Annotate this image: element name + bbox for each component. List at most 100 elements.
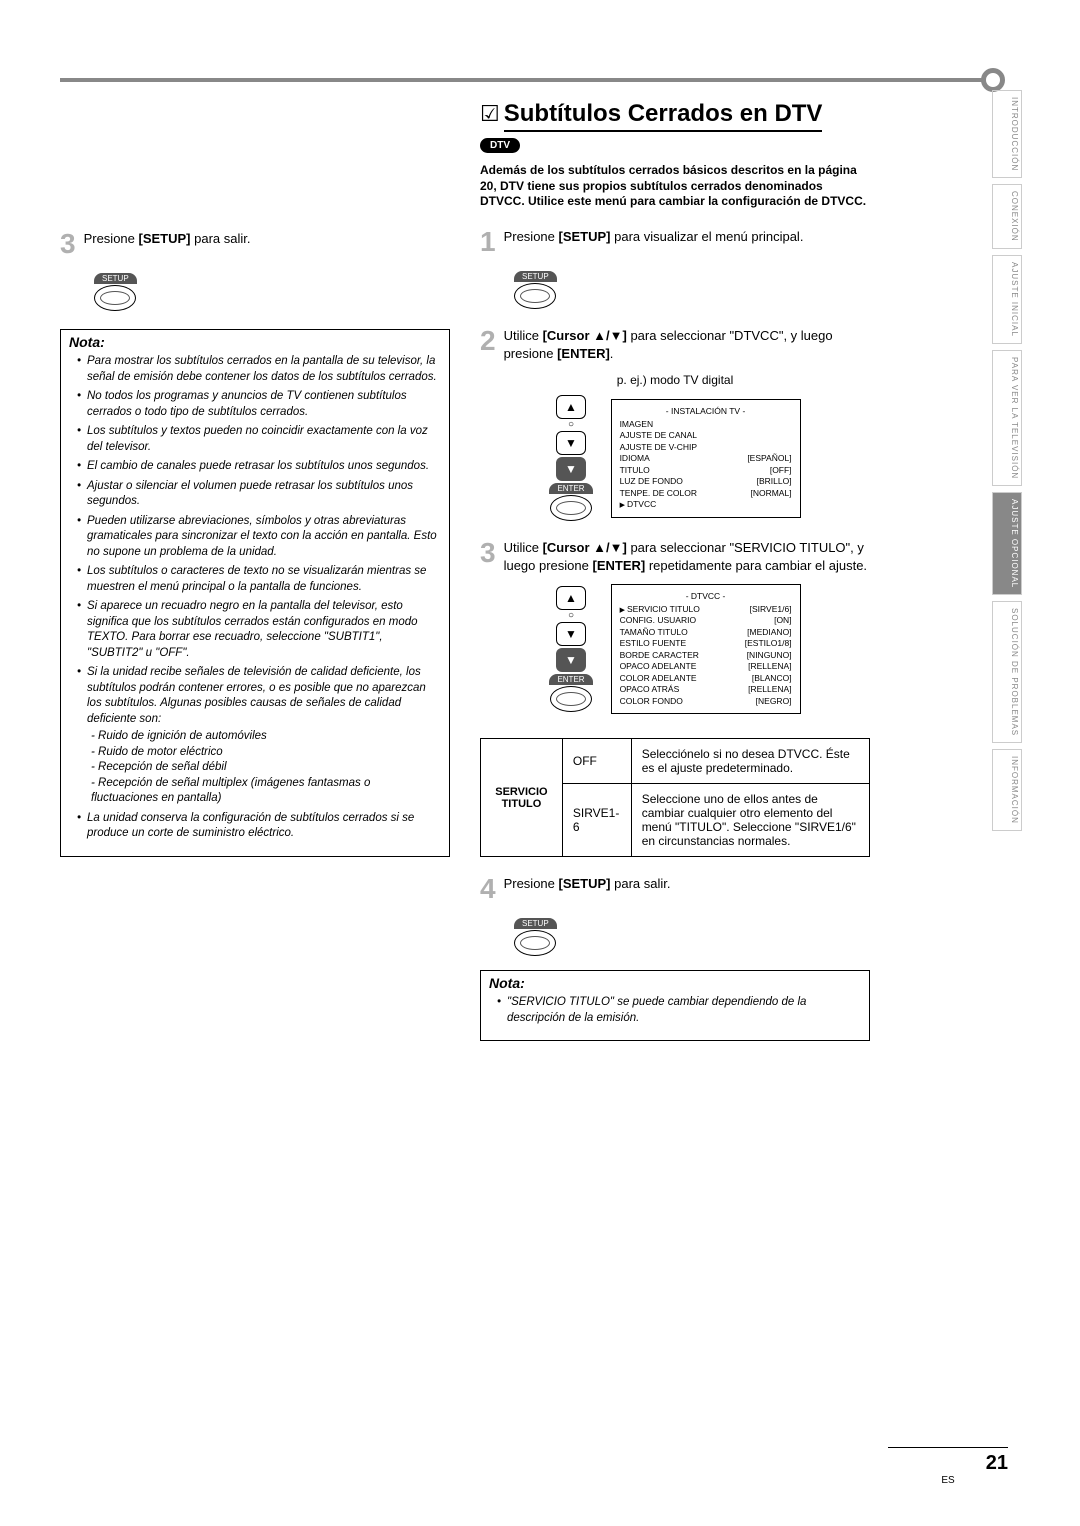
note-item: Los subtítulos o caracteres de texto no …: [77, 564, 439, 595]
section-tabs: INTRODUCCIÓN CONEXIÓN AJUSTE INICIAL PAR…: [992, 90, 1022, 831]
page-lang: ES: [888, 1475, 1008, 1486]
dots: ○: [568, 612, 574, 620]
mv: [ESTILO1/8]: [745, 638, 792, 649]
mv: [NORMAL]: [750, 488, 791, 499]
enter-label: ENTER: [549, 674, 592, 685]
setup-button-graphic: SETUP: [514, 266, 870, 309]
mk: COLOR FONDO: [620, 696, 683, 707]
mv: [MEDIANO]: [747, 627, 791, 638]
arrow-buttons: ▲ ○ ▼ ▼ ENTER: [549, 395, 592, 521]
up-arrow-icon: ▲: [556, 395, 586, 419]
mk: SERVICIO TITULO: [620, 604, 700, 615]
mk: TENPE. DE COLOR: [620, 488, 697, 499]
note-item: El cambio de canales puede retrasar los …: [77, 459, 439, 475]
sub-note: Recepción de señal multiplex (imágenes f…: [91, 776, 439, 807]
check-icon: ☑: [480, 101, 500, 126]
title-block: ☑Subtítulos Cerrados en DTV DTV: [480, 100, 870, 153]
t: para visualizar el menú principal.: [611, 229, 804, 244]
t: repetidamente para cambiar el ajuste.: [645, 558, 867, 573]
t: para salir.: [611, 876, 671, 891]
mk: OPACO ATRÁS: [620, 684, 680, 695]
mk: TAMAÑO TITULO: [620, 627, 688, 638]
setup-button-graphic: SETUP: [514, 913, 870, 956]
mv: [NINGUNO]: [747, 650, 792, 661]
tv-menu-2: - DTVCC - SERVICIO TITULO[SIRVE1/6] CONF…: [611, 584, 801, 715]
step-text: Presione [SETUP] para salir.: [84, 230, 450, 258]
mk: COLOR ADELANTE: [620, 673, 697, 684]
up-arrow-icon: ▲: [556, 586, 586, 610]
dtv-badge: DTV: [480, 138, 520, 153]
t: para salir.: [191, 231, 251, 246]
step-text: Utilice [Cursor ▲/▼] para seleccionar "S…: [504, 539, 870, 575]
button-label: SETUP: [94, 273, 137, 284]
mv: [BLANCO]: [752, 673, 792, 684]
mk: TITULO: [620, 465, 650, 476]
setup-button-graphic: SETUP: [94, 268, 450, 311]
table-header: SERVICIO TITULO: [481, 739, 563, 857]
sub-note-list: Ruido de ignición de automóviles Ruido d…: [87, 729, 439, 807]
mk: CONFIG. USUARIO: [620, 615, 697, 626]
t: Presione: [504, 876, 559, 891]
enter-key: [ENTER]: [592, 558, 645, 573]
sub-note: Recepción de señal débil: [91, 760, 439, 776]
down-arrow-dark-icon: ▼: [556, 457, 586, 481]
page-title: Subtítulos Cerrados en DTV: [504, 100, 823, 132]
nota-list: "SERVICIO TITULO" se puede cambiar depen…: [481, 991, 869, 1040]
note-item: Los subtítulos y textos pueden no coinci…: [77, 424, 439, 455]
note-item: Pueden utilizarse abreviaciones, símbolo…: [77, 514, 439, 561]
step4: 4 Presione [SETUP] para salir.: [480, 875, 870, 903]
nota-box-right: Nota: "SERVICIO TITULO" se puede cambiar…: [480, 970, 870, 1041]
mk: IMAGEN: [620, 419, 654, 430]
mk: LUZ DE FONDO: [620, 476, 683, 487]
t: Utilice: [504, 328, 543, 343]
step-number: 2: [480, 327, 496, 363]
step3: 3 Utilice [Cursor ▲/▼] para seleccionar …: [480, 539, 870, 575]
note-item: Si la unidad recibe señales de televisió…: [77, 665, 439, 807]
step-number: 4: [480, 875, 496, 903]
step-text: Utilice [Cursor ▲/▼] para seleccionar "D…: [504, 327, 870, 363]
sub-note: Ruido de ignición de automóviles: [91, 729, 439, 745]
enter-label: ENTER: [549, 483, 592, 494]
mv: [OFF]: [770, 465, 792, 476]
mk: AJUSTE DE V-CHIP: [620, 442, 697, 453]
tab-ajuste-opcional: AJUSTE OPCIONAL: [992, 492, 1022, 595]
setup-key: [SETUP]: [559, 876, 611, 891]
tv-menu-1: - INSTALACIÓN TV - IMAGEN AJUSTE DE CANA…: [611, 399, 801, 518]
nota-heading: Nota:: [481, 971, 869, 991]
t: Utilice: [504, 540, 543, 555]
cursor-key: [Cursor ▲/▼]: [543, 328, 627, 343]
note-item: "SERVICIO TITULO" se puede cambiar depen…: [497, 995, 859, 1026]
page-footer: 21 ES: [888, 1447, 1008, 1486]
mv: [SIRVE1/6]: [750, 604, 792, 615]
menu-header: - INSTALACIÓN TV -: [620, 406, 792, 417]
tab-para-ver-tv: PARA VER LA TELEVISIÓN: [992, 350, 1022, 486]
menu-illustration-1: ▲ ○ ▼ ▼ ENTER - INSTALACIÓN TV - IMAGEN …: [480, 395, 870, 521]
arrow-buttons: ▲ ○ ▼ ▼ ENTER: [549, 586, 592, 712]
cursor-key: [Cursor ▲/▼]: [543, 540, 627, 555]
note-item: Si aparece un recuadro negro en la panta…: [77, 599, 439, 661]
mv: [BRILLO]: [757, 476, 792, 487]
right-column: ☑Subtítulos Cerrados en DTV DTV Además d…: [480, 100, 870, 1041]
nota-list: Para mostrar los subtítulos cerrados en …: [61, 350, 449, 856]
mk: IDIOMA: [620, 453, 650, 464]
header-circle-icon: [981, 68, 1005, 92]
tab-informacion: INFORMACIÓN: [992, 749, 1022, 831]
mk: DTVCC: [620, 499, 657, 510]
sub-note: Ruido de motor eléctrico: [91, 745, 439, 761]
t: Si la unidad recibe señales de televisió…: [87, 666, 426, 725]
nota-box-left: Nota: Para mostrar los subtítulos cerrad…: [60, 329, 450, 857]
table-cell-opt: OFF: [562, 739, 631, 784]
down-arrow-icon: ▼: [556, 431, 586, 455]
setup-key: [SETUP]: [559, 229, 611, 244]
tab-ajuste-inicial: AJUSTE INICIAL: [992, 255, 1022, 344]
table-cell-opt: SIRVE1-6: [562, 784, 631, 857]
step1: 1 Presione [SETUP] para visualizar el me…: [480, 228, 870, 256]
page-number: 21: [888, 1452, 1008, 1475]
tab-conexion: CONEXIÓN: [992, 184, 1022, 249]
down-arrow-icon: ▼: [556, 622, 586, 646]
note-item: No todos los programas y anuncios de TV …: [77, 389, 439, 420]
t: Presione: [84, 231, 139, 246]
button-label: SETUP: [514, 271, 557, 282]
setup-key: [SETUP]: [139, 231, 191, 246]
caption-tv-mode: p. ej.) modo TV digital: [480, 373, 870, 387]
